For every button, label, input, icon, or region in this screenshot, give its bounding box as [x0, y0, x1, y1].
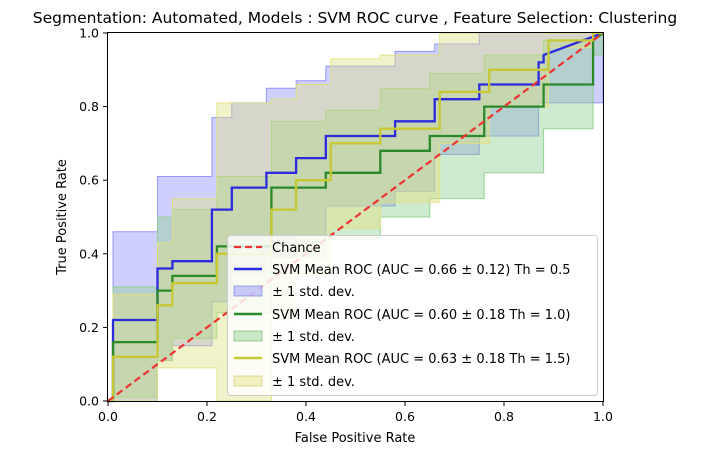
roc-lines — [107, 31, 604, 403]
legend-band-2-label: ± 1 std. dev. — [272, 330, 355, 345]
y-tick-label: 0.0 — [79, 394, 99, 409]
legend-series-1-label: SVM Mean ROC (AUC = 0.66 ± 0.12) Th = 0.… — [272, 263, 571, 278]
axes-frame — [107, 32, 604, 402]
y-axis-ticks: 0.0 0.2 0.4 0.6 0.8 1.0 — [79, 26, 108, 409]
legend-band-1-swatch — [233, 285, 263, 297]
y-axis-label: True Positive Rate — [55, 159, 70, 276]
roc-line-1 — [108, 31, 604, 403]
legend-box — [227, 235, 598, 396]
y-tick-label: 1.0 — [79, 26, 99, 41]
y-tick-label: 0.8 — [79, 99, 99, 114]
legend-band-1-label: ± 1 std. dev. — [272, 285, 355, 300]
x-tick-label: 0.6 — [395, 409, 415, 424]
chart-title: Segmentation: Automated, Models : SVM RO… — [33, 9, 677, 27]
x-tick-label: 0.2 — [197, 409, 217, 424]
y-tick-label: 0.6 — [79, 173, 99, 188]
legend-series-2-label: SVM Mean ROC (AUC = 0.60 ± 0.18 Th = 1.0… — [272, 308, 571, 323]
x-axis-ticks: 0.0 0.2 0.4 0.6 0.8 1.0 — [98, 401, 613, 424]
legend-band-3-label: ± 1 std. dev. — [272, 375, 355, 390]
x-axis-label: False Positive Rate — [295, 431, 416, 446]
x-tick-label: 0.8 — [494, 409, 514, 424]
x-tick-label: 0.4 — [296, 409, 316, 424]
legend-chance-label: Chance — [272, 241, 321, 256]
x-tick-label: 0.0 — [98, 409, 118, 424]
legend-band-3-swatch — [233, 375, 263, 387]
legend-series-3-label: SVM Mean ROC (AUC = 0.63 ± 0.18 Th = 1.5… — [272, 352, 571, 367]
roc-line-3 — [108, 31, 603, 403]
legend-band-2-swatch — [233, 330, 263, 342]
y-tick-label: 0.2 — [79, 320, 99, 335]
chance-line — [107, 32, 604, 402]
legend: Chance SVM Mean ROC (AUC = 0.66 ± 0.12) … — [227, 235, 598, 396]
x-tick-label: 1.0 — [593, 409, 613, 424]
y-tick-label: 0.4 — [79, 246, 99, 261]
